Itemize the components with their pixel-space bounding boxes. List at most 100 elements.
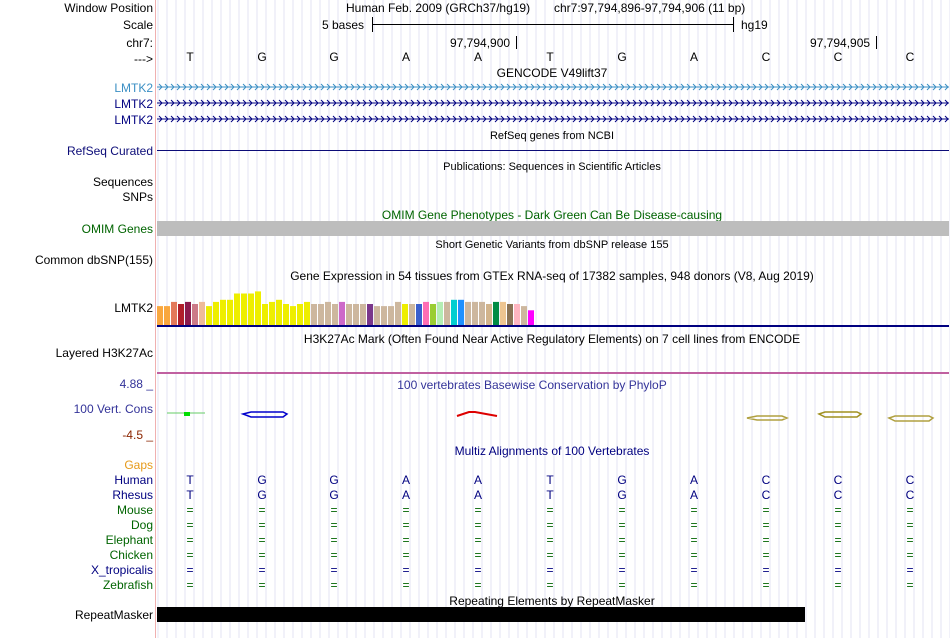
gtex-tissue-bar[interactable] [234, 293, 240, 326]
gtex-tissue-bar[interactable] [500, 301, 506, 325]
gtex-tissue-bar[interactable] [388, 306, 394, 325]
gtex-tissue-bar[interactable] [171, 301, 177, 325]
gtex-tissue-bar[interactable] [346, 304, 352, 325]
refseq-gene-line[interactable] [157, 150, 949, 151]
gtex-tissue-bar[interactable] [493, 301, 499, 325]
gtex-tissue-bar[interactable] [318, 304, 324, 325]
gtex-tissue-bar[interactable] [360, 304, 366, 325]
gtex-tissue-bar[interactable] [528, 310, 534, 325]
gtex-tissue-bar[interactable] [465, 301, 471, 325]
gtex-tissue-bar[interactable] [276, 299, 282, 325]
strand-chevron [548, 99, 553, 107]
gtex-tissue-bar[interactable] [283, 304, 289, 325]
strand-chevron [494, 115, 499, 123]
gtex-tissue-bar[interactable] [311, 304, 317, 325]
gtex-tissue-bar[interactable] [381, 306, 387, 325]
gtex-tissue-bar[interactable] [227, 299, 233, 325]
gtex-tissue-bar[interactable] [486, 304, 492, 325]
multiz-species-label[interactable]: Mouse [116, 503, 153, 517]
gtex-tissue-bar[interactable] [164, 306, 170, 325]
omim-label[interactable]: OMIM Genes [81, 222, 153, 236]
gtex-tissue-bar[interactable] [479, 301, 485, 325]
gtex-tissue-bar[interactable] [269, 301, 275, 325]
h3k27ac-signal-line[interactable] [157, 372, 949, 374]
multiz-species-label[interactable]: Dog [130, 518, 153, 532]
strand-chevron [620, 99, 625, 107]
gencode-gene-label-3[interactable]: LMTK2 [114, 113, 153, 127]
gtex-tissue-bar[interactable] [220, 299, 226, 325]
gtex-tissue-bar[interactable] [507, 304, 513, 325]
gtex-tissue-bar[interactable] [213, 301, 219, 325]
multiz-species-label[interactable]: Zebrafish [102, 578, 153, 592]
strand-chevron [830, 115, 835, 123]
multiz-species-label[interactable]: Human [114, 473, 153, 487]
multiz-species-label[interactable]: Elephant [105, 533, 153, 547]
strand-chevron [614, 115, 619, 123]
multiz-base: = [762, 578, 770, 592]
gtex-tissue-bar[interactable] [297, 304, 303, 325]
dbsnp-label[interactable]: Common dbSNP(155) [34, 253, 153, 267]
strand-chevron [176, 115, 181, 123]
gtex-tissue-bar[interactable] [325, 301, 331, 325]
gtex-tissue-bar[interactable] [521, 306, 527, 325]
gtex-tissue-bar[interactable] [185, 301, 191, 325]
gtex-tissue-bar[interactable] [437, 301, 443, 325]
gtex-tissue-bar[interactable] [339, 301, 345, 325]
gtex-tissue-bar[interactable] [409, 304, 415, 325]
gtex-tissue-bar[interactable] [248, 293, 254, 326]
h3k27ac-label[interactable]: Layered H3K27Ac [55, 346, 153, 360]
strand-chevron [728, 115, 733, 123]
gtex-tissue-bar[interactable] [192, 304, 198, 325]
gtex-tissue-bar[interactable] [241, 293, 247, 326]
gencode-gene-features[interactable] [157, 80, 949, 128]
gtex-tissue-bar[interactable] [157, 306, 163, 325]
gtex-tissue-bar[interactable] [402, 304, 408, 325]
position-text[interactable]: chr7:97,794,896-97,794,906 (11 bp) [554, 1, 746, 15]
strand-chevron [332, 83, 337, 91]
strand-chevron [590, 99, 595, 107]
gtex-tissue-bar[interactable] [206, 306, 212, 325]
gtex-tissue-bar[interactable] [374, 306, 380, 325]
gtex-tissue-bar[interactable] [458, 299, 464, 325]
gtex-tissue-bar[interactable] [451, 299, 457, 325]
repeatmasker-label[interactable]: RepeatMasker [74, 608, 153, 622]
gencode-gene-label-2[interactable]: LMTK2 [114, 97, 153, 111]
gtex-tissue-bar[interactable] [395, 301, 401, 325]
gtex-tissue-bar[interactable] [178, 304, 184, 325]
publications-sequences-label[interactable]: Sequences [92, 175, 153, 189]
omim-feature-bar[interactable] [157, 221, 949, 236]
strand-chevron [242, 99, 247, 107]
strand-chevron [626, 83, 631, 91]
publications-snps-label[interactable]: SNPs [122, 190, 153, 204]
gtex-tissue-bar[interactable] [199, 301, 205, 325]
gtex-tissue-bar[interactable] [430, 304, 436, 325]
strand-chevron [758, 99, 763, 107]
gtex-tissue-bar[interactable] [367, 304, 373, 325]
gtex-tissue-bar[interactable] [262, 304, 268, 325]
gtex-label[interactable]: LMTK2 [114, 301, 153, 315]
gtex-tissue-bar[interactable] [332, 304, 338, 325]
gtex-tissue-bar[interactable] [423, 301, 429, 325]
gtex-tissue-bar[interactable] [416, 304, 422, 325]
phylop-signal[interactable] [157, 404, 949, 424]
phylop-label[interactable]: 100 Vert. Cons [73, 402, 153, 416]
multiz-species-label[interactable]: Chicken [109, 548, 153, 562]
gtex-tissue-bar[interactable] [472, 301, 478, 325]
multiz-gaps-label[interactable]: Gaps [124, 458, 153, 472]
multiz-species-label[interactable]: Rhesus [112, 488, 153, 502]
refseq-label[interactable]: RefSeq Curated [66, 144, 153, 158]
gtex-tissue-bar[interactable] [444, 301, 450, 325]
gtex-tissue-bar[interactable] [304, 301, 310, 325]
strand-chevron [452, 99, 457, 107]
strand-chevron [806, 83, 811, 91]
gtex-bar-chart[interactable] [157, 283, 949, 329]
gtex-tissue-bar[interactable] [353, 304, 359, 325]
repeatmasker-title: Repeating Elements by RepeatMasker [449, 594, 655, 608]
gtex-tissue-bar[interactable] [255, 291, 261, 325]
gencode-gene-label-1[interactable]: LMTK2 [114, 81, 153, 95]
multiz-species-label[interactable]: X_tropicalis [90, 563, 153, 577]
repeatmasker-element[interactable] [157, 607, 805, 622]
gtex-tissue-bar[interactable] [514, 304, 520, 325]
gtex-tissue-bar[interactable] [290, 306, 296, 325]
base-letter: A [473, 50, 482, 64]
